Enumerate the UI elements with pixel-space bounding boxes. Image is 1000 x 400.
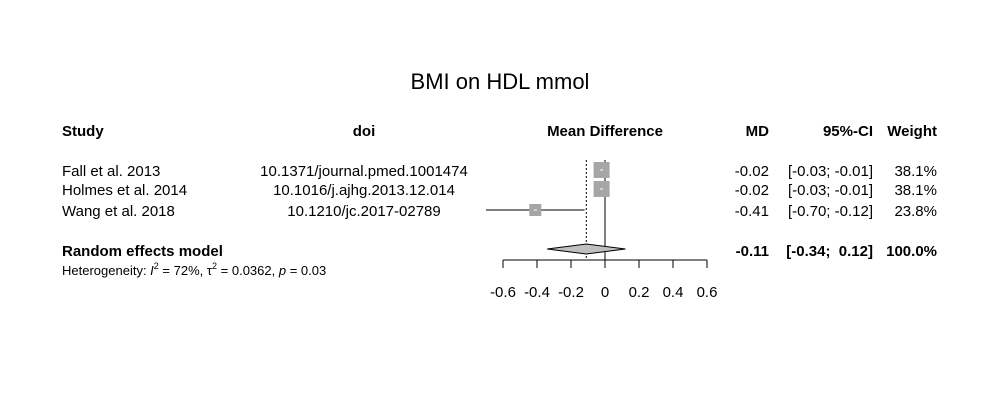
p-symbol: p <box>278 263 286 278</box>
weight-value: 38.1% <box>894 163 937 180</box>
weight-value: 23.8% <box>894 203 937 220</box>
x-tick-label: 0.4 <box>663 284 684 301</box>
heterogeneity-label: Heterogeneity: <box>62 263 150 278</box>
pooled-md-value: -0.11 <box>736 243 769 260</box>
md-value: -0.02 <box>735 163 769 180</box>
pooled-weight-value: 100.0% <box>886 243 937 260</box>
doi-label: 10.1210/jc.2017-02789 <box>287 203 440 220</box>
md-value: -0.41 <box>735 203 769 220</box>
i2-value: = 72%, <box>159 263 207 278</box>
header-doi: doi <box>353 123 376 140</box>
plot-title: BMI on HDL mmol <box>411 69 590 94</box>
x-tick-label: -0.4 <box>524 284 550 301</box>
x-tick-label: -0.2 <box>558 284 584 301</box>
heterogeneity-text: Heterogeneity: I2 = 72%, τ2 = 0.0362, p … <box>62 261 326 278</box>
study-label: Holmes et al. 2014 <box>62 182 187 199</box>
ci-value: [-0.03; -0.01] <box>788 182 873 199</box>
ci-value: [-0.03; -0.01] <box>788 163 873 180</box>
pooled-diamond <box>547 243 626 255</box>
i2-symbol: I <box>150 263 154 278</box>
x-tick-label: 0 <box>601 284 609 301</box>
tau2-value: = 0.0362, <box>217 263 279 278</box>
study-label: Fall et al. 2013 <box>62 163 160 180</box>
x-tick-label: 0.2 <box>629 284 650 301</box>
header-weight: Weight <box>887 123 937 140</box>
header-md: MD <box>746 123 769 140</box>
weight-value: 38.1% <box>894 182 937 199</box>
tau2-superscript: 2 <box>212 261 217 271</box>
x-tick-label: -0.6 <box>490 284 516 301</box>
pooled-label: Random effects model <box>62 243 223 260</box>
header-study: Study <box>62 123 104 140</box>
tau2-symbol: τ <box>207 263 213 278</box>
header-effect: Mean Difference <box>547 123 663 140</box>
p-value: = 0.03 <box>286 263 326 278</box>
doi-label: 10.1371/journal.pmed.1001474 <box>260 163 468 180</box>
pooled-ci-value: [-0.34; 0.12] <box>786 243 873 260</box>
study-label: Wang et al. 2018 <box>62 203 175 220</box>
md-value: -0.02 <box>735 182 769 199</box>
i2-superscript: 2 <box>154 261 159 271</box>
header-ci: 95%-CI <box>823 123 873 140</box>
doi-label: 10.1016/j.ajhg.2013.12.014 <box>273 182 455 199</box>
ci-value: [-0.70; -0.12] <box>788 203 873 220</box>
x-tick-label: 0.6 <box>697 284 718 301</box>
forest-marks: -0.6 -0.4 -0.2 0 0.2 0.4 0.6 <box>486 160 717 301</box>
